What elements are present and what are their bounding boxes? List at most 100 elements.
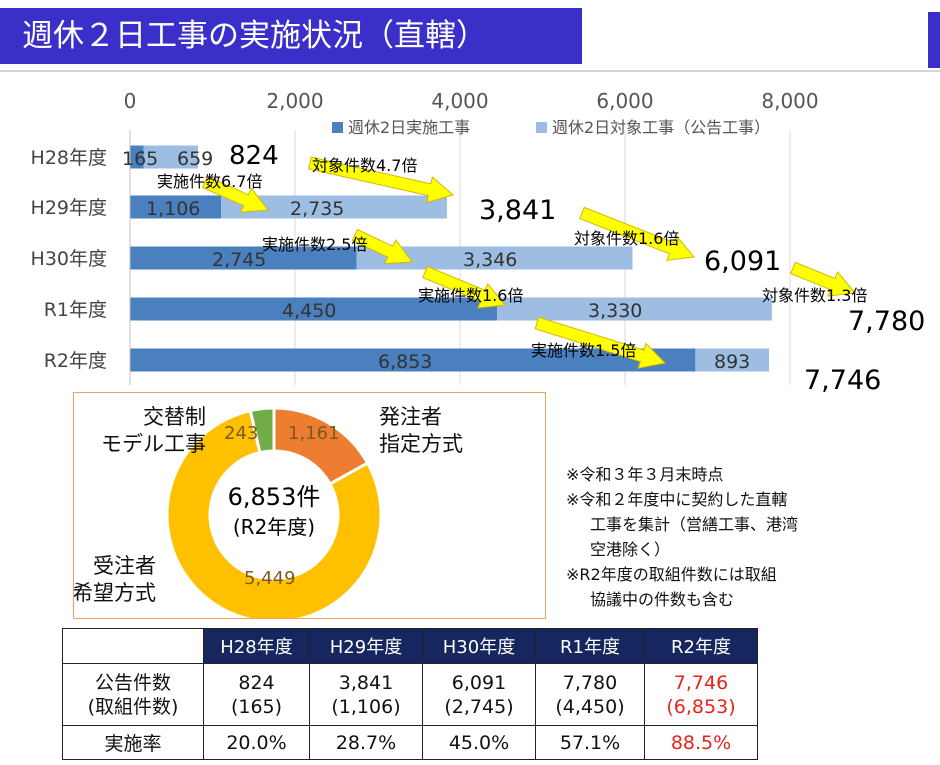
bar-implemented	[130, 246, 357, 270]
bar-target	[497, 297, 772, 321]
note-line: ※令和３年３月末時点	[566, 465, 724, 484]
legend-label: 週休2日対象工事（公告工事）	[552, 118, 770, 137]
note-line: 工事を集計（営繕工事、港湾	[590, 515, 799, 534]
table-header: H29年度	[309, 628, 423, 664]
donut-category-label: 発注者	[379, 405, 442, 429]
legend-label: 週休2日実施工事	[348, 118, 470, 137]
bar-implemented	[130, 348, 696, 372]
bar-implemented	[130, 195, 222, 219]
table-cell: 20.0%	[203, 725, 310, 760]
table-row: 実施率 20.0% 28.7% 45.0% 57.1% 88.5%	[62, 725, 758, 760]
table-header: R1年度	[535, 628, 645, 664]
total-value-label: 3,841	[479, 195, 556, 226]
donut-slice	[248, 406, 276, 455]
row-label: 公告件数 (取組件数)	[62, 663, 204, 726]
summary-table: H28年度 H29年度 H30年度 R1年度 R2年度 公告件数 (取組件数) 8…	[62, 628, 758, 760]
donut-category-label: 希望方式	[74, 581, 156, 605]
bar-implemented	[130, 297, 498, 321]
bar-target	[695, 348, 770, 372]
bar-value-label: 893	[714, 351, 750, 373]
bar-target	[143, 145, 198, 169]
table-cell: 28.7%	[309, 725, 423, 760]
target-growth-label: 対象件数1.3倍	[762, 286, 867, 305]
bar-value-label: 4,450	[282, 300, 336, 322]
title-accent	[928, 12, 940, 68]
table-cell: 824 (165)	[203, 663, 310, 726]
note-line: 協議中の件数も含む	[590, 590, 735, 609]
legend-swatch	[536, 122, 547, 133]
donut-category-label: モデル工事	[101, 432, 206, 456]
donut-center-label: 6,853件	[228, 483, 321, 511]
table-corner	[62, 628, 204, 664]
bar-value-label: 2,745	[212, 249, 266, 271]
category-label: H30年度	[31, 248, 107, 270]
stacked-bar-chart: 0 2,000 4,000 6,000 8,000 週休2日実施工事 週休2日対象工事（公告…	[31, 89, 926, 395]
page-title: 週休２日工事の実施状況（直轄）	[22, 18, 487, 54]
donut-slice	[165, 408, 383, 618]
growth-arrow	[351, 228, 413, 265]
bar-value-label: 659	[177, 148, 213, 170]
donut-value-label: 5,449	[244, 568, 296, 589]
table-cell-highlight: 7,746 (6,853)	[644, 663, 758, 726]
note-line: ※令和２年度中に契約した直轄	[566, 490, 788, 509]
target-growth-label: 対象件数1.6倍	[574, 229, 679, 248]
growth-arrow	[422, 265, 506, 309]
target-growth-label: 対象件数4.7倍	[312, 156, 417, 175]
donut-center-sublabel: (R2年度)	[233, 515, 315, 539]
legend-swatch	[332, 122, 343, 133]
total-value-label: 824	[229, 141, 279, 171]
category-label: R2年度	[44, 350, 107, 372]
title-underline	[0, 70, 940, 72]
table-cell: 6,091 (2,745)	[422, 663, 536, 726]
donut-chart-panel: 1,161 5,449 243 発注者 指定方式 受注者 希望方式 交替制 モデル工事 6,853…	[73, 392, 546, 619]
bar-value-label: 3,346	[463, 249, 517, 271]
category-label: H28年度	[31, 147, 107, 169]
bar-value-label: 165	[122, 148, 158, 170]
total-value-label: 7,746	[804, 365, 881, 395]
implemented-growth-label: 実施件数2.5倍	[262, 235, 367, 254]
title-bar: 週休２日工事の実施状況（直轄）	[0, 8, 582, 64]
bar-target	[221, 195, 447, 219]
table-cell: 45.0%	[422, 725, 536, 760]
bar-value-label: 3,330	[588, 300, 642, 322]
growth-arrow	[790, 261, 856, 297]
table-row: 公告件数 (取組件数) 824 (165) 3,841 (1,106) 6,091 (2…	[62, 663, 758, 726]
implemented-growth-label: 実施件数1.6倍	[418, 286, 523, 305]
table-cell-highlight: 88.5%	[644, 725, 758, 760]
implemented-growth-label: 実施件数6.7倍	[157, 172, 262, 191]
growth-arrow	[308, 156, 455, 204]
table-cell: 57.1%	[535, 725, 645, 760]
bar-value-label: 1,106	[146, 198, 200, 220]
growth-arrow	[201, 175, 269, 213]
row-label: 実施率	[62, 725, 204, 760]
x-tick-label: 6,000	[596, 89, 653, 113]
bar-value-label: 2,735	[290, 198, 344, 220]
table-header-row: H28年度 H29年度 H30年度 R1年度 R2年度	[62, 628, 758, 664]
bar-value-label: 6,853	[378, 351, 432, 373]
category-label: H29年度	[31, 197, 107, 219]
x-tick-label: 4,000	[431, 89, 488, 113]
donut-category-label: 受注者	[93, 554, 156, 578]
donut-category-label: 交替制	[143, 405, 206, 429]
donut-value-label: 243	[224, 423, 258, 444]
table-header: H28年度	[203, 628, 310, 664]
implemented-growth-label: 実施件数1.5倍	[531, 341, 636, 360]
growth-arrow	[579, 206, 695, 261]
x-tick-label: 2,000	[266, 89, 323, 113]
table-cell: 7,780 (4,450)	[535, 663, 645, 726]
table-header: H30年度	[422, 628, 536, 664]
bar-target	[356, 246, 633, 270]
total-value-label: 6,091	[704, 246, 781, 277]
note-line: 空港除く）	[590, 540, 671, 559]
donut-category-label: 指定方式	[379, 432, 463, 456]
table-cell: 3,841 (1,106)	[309, 663, 423, 726]
table-header: R2年度	[644, 628, 758, 664]
bar-implemented	[130, 145, 144, 169]
note-line: ※R2年度の取組件数には取組	[566, 565, 777, 584]
total-value-label: 7,780	[848, 306, 925, 337]
growth-arrow	[534, 316, 667, 369]
x-tick-label: 0	[124, 89, 137, 113]
x-tick-label: 8,000	[761, 89, 818, 113]
category-label: R1年度	[44, 299, 107, 321]
